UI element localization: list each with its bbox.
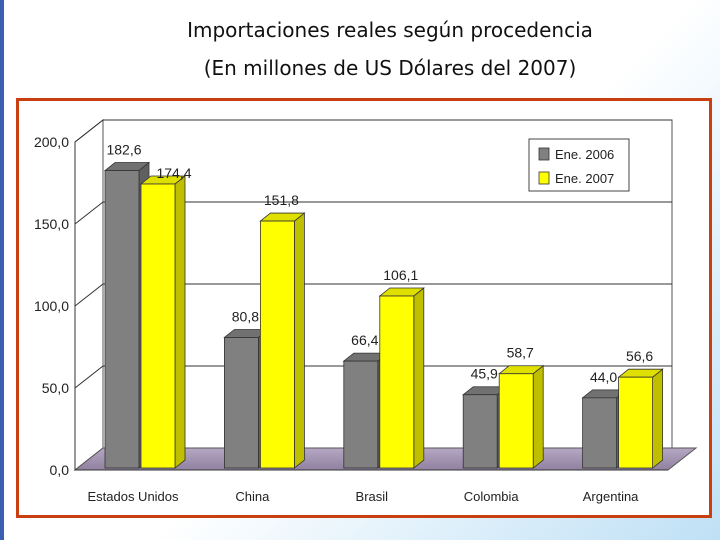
- bar: [259, 220, 295, 469]
- y-tick-label: 150,0: [34, 216, 69, 232]
- x-tick-label: Argentina: [583, 489, 639, 504]
- bar: [140, 183, 176, 469]
- data-label: 44,0: [590, 369, 617, 385]
- bar-side: [413, 287, 425, 469]
- gridline: [74, 201, 672, 225]
- bar: [462, 394, 498, 469]
- left-accent-stripe: [0, 0, 4, 540]
- x-tick-label: Brasil: [356, 489, 389, 504]
- legend-swatch: [538, 171, 550, 185]
- legend-label: Ene. 2006: [555, 147, 614, 162]
- chart-title: Importaciones reales según procedencia: [187, 18, 593, 42]
- data-label: 66,4: [351, 332, 378, 348]
- y-tick-label: 200,0: [34, 134, 69, 150]
- bar: [343, 360, 379, 469]
- bar-side: [532, 364, 544, 469]
- legend-label: Ene. 2007: [555, 171, 614, 186]
- y-tick-label: 100,0: [34, 298, 69, 314]
- bar: [498, 373, 534, 469]
- bar: [223, 337, 259, 469]
- data-label: 56,6: [626, 348, 653, 364]
- bar-side: [174, 175, 186, 469]
- data-label: 45,9: [471, 366, 498, 382]
- x-tick-label: China: [235, 489, 270, 504]
- bar: [618, 376, 653, 469]
- bar-side: [293, 212, 305, 469]
- gridline: [74, 283, 672, 307]
- chart-subtitle: (En millones de US Dólares del 2007): [203, 56, 577, 80]
- gridline: [74, 119, 672, 143]
- data-label: 58,7: [507, 345, 534, 361]
- x-tick-label: Estados Unidos: [87, 489, 179, 504]
- gridline: [74, 365, 672, 389]
- x-tick-label: Colombia: [464, 489, 520, 504]
- bar: [104, 170, 140, 469]
- data-label: 80,8: [232, 308, 259, 324]
- y-tick-label: 50,0: [42, 380, 69, 396]
- y-tick-label: 0,0: [50, 462, 70, 478]
- data-label: 151,8: [264, 192, 299, 208]
- data-label: 174,4: [156, 165, 191, 181]
- bar: [582, 397, 617, 469]
- bar-side: [652, 368, 663, 469]
- data-label: 182,6: [106, 142, 141, 158]
- data-label: 106,1: [383, 267, 418, 283]
- bar: [379, 295, 415, 469]
- legend-swatch: [538, 147, 550, 161]
